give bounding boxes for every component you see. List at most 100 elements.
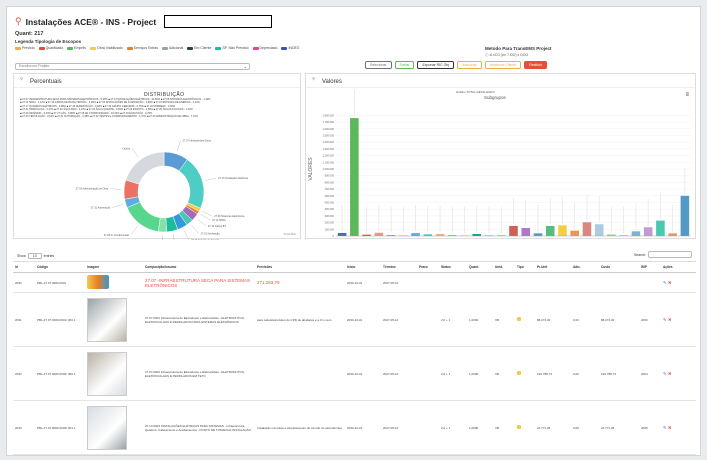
bar-y-tick-label: 600.000: [325, 194, 335, 198]
toolbar-button-4[interactable]: Adicionar Cliente: [484, 61, 522, 69]
project-select[interactable]: Escolha um Projeto ⌄: [15, 63, 250, 70]
bar[interactable]: [521, 227, 531, 236]
delete-icon[interactable]: ✖: [668, 316, 672, 322]
cell-adic: [571, 454, 599, 455]
bar[interactable]: [680, 195, 690, 236]
row-photo[interactable]: [87, 297, 127, 342]
column-header[interactable]: WIP: [639, 261, 661, 273]
donut-slice[interactable]: [178, 159, 205, 209]
bar[interactable]: [619, 235, 628, 236]
cell-desc: 27.07.0001 Infraestrutura de Eletrodutos…: [143, 292, 255, 347]
bar[interactable]: [460, 234, 469, 236]
edit-icon[interactable]: ✎: [663, 370, 667, 376]
column-header[interactable]: Tipo: [515, 261, 535, 273]
donut-slice[interactable]: [125, 151, 165, 185]
column-header[interactable]: Pr.Unit: [535, 261, 571, 273]
bar[interactable]: [484, 235, 494, 236]
table-row[interactable]: 2034PBL-27.13.0000.0001 27.13- INSTALAÇÕE…: [13, 454, 696, 455]
menu-icon[interactable]: ≡: [685, 92, 689, 98]
bar[interactable]: [582, 222, 592, 236]
legend-item: Em Cliente: [187, 46, 211, 50]
column-header[interactable]: Código: [35, 261, 85, 273]
composition-text: 27.13.0003 INSTALAÇÕES ELÉTRICAS PARA SI…: [145, 423, 251, 432]
bar[interactable]: [668, 233, 677, 236]
column-header[interactable]: Previsões: [255, 261, 345, 273]
bar[interactable]: [570, 230, 579, 236]
bar[interactable]: [631, 231, 641, 236]
bar[interactable]: [448, 235, 457, 236]
column-header[interactable]: Status: [439, 261, 467, 273]
cell-end: 2027-05-10: [381, 454, 417, 455]
cell-id: 2032: [13, 346, 35, 401]
bar-y-tick-label: 800.000: [325, 180, 335, 184]
legend-label: INDEG: [288, 46, 300, 50]
cell-punit: [535, 454, 571, 455]
bar[interactable]: [558, 225, 567, 236]
bar[interactable]: [607, 234, 616, 236]
bar[interactable]: [533, 233, 543, 236]
column-header[interactable]: Início: [345, 261, 381, 273]
delete-icon[interactable]: ✖: [668, 370, 672, 376]
column-header[interactable]: Id: [13, 261, 35, 273]
bar[interactable]: [386, 235, 396, 236]
table-search-input[interactable]: [648, 251, 692, 258]
cell-code: PBL-27.07.0000.0001: [35, 272, 85, 293]
toolbar-button-5[interactable]: Restituir: [524, 61, 548, 69]
page-length-select[interactable]: 10: [27, 253, 42, 259]
bar[interactable]: [509, 225, 518, 236]
column-header[interactable]: Imagem: [85, 261, 143, 273]
toolbar-button-1[interactable]: Salvar: [394, 61, 415, 69]
type-badge-icon: [517, 371, 521, 375]
column-header[interactable]: Término: [381, 261, 417, 273]
bar[interactable]: [399, 235, 408, 236]
cell-type: [515, 346, 535, 401]
delete-icon[interactable]: ✖: [668, 424, 672, 430]
toolbar-button-0[interactable]: Selecionar: [365, 61, 392, 69]
cell-qty: 1,0000: [467, 346, 493, 401]
table-row[interactable]: 2033 PBL-27.07.0000.0003/ 301.1 27.13.0003…: [13, 400, 696, 455]
legend-label: Previsto: [22, 46, 35, 50]
toolbar-button-3[interactable]: Adicionar: [457, 61, 482, 69]
row-photo[interactable]: [87, 405, 127, 450]
donut-slice[interactable]: [126, 201, 161, 232]
bar[interactable]: [423, 234, 433, 236]
bar[interactable]: [496, 235, 506, 236]
bar[interactable]: [337, 232, 347, 236]
cell-image: [85, 292, 143, 347]
row-photo[interactable]: [87, 351, 127, 396]
column-header[interactable]: Prazo: [417, 261, 439, 273]
column-header[interactable]: Adic.: [571, 261, 599, 273]
bar[interactable]: [435, 233, 445, 236]
bar[interactable]: [374, 232, 384, 236]
column-header[interactable]: Ações: [661, 261, 696, 273]
edit-icon[interactable]: ✎: [663, 279, 667, 285]
table-row[interactable]: 2032 PBL-27.07.0000.0002/ 300.1 27.07.0002…: [13, 346, 696, 401]
table-row[interactable]: 2030 PBL-27.07.0000.0001 27.07 -INFRAESTRU…: [13, 272, 696, 293]
prevision-text: Instalação completa e etiquetamento de a…: [257, 426, 343, 430]
bar[interactable]: [362, 234, 371, 236]
toolbar-button-2[interactable]: Exportar RIC Obj: [417, 61, 455, 69]
panel-title: Valores: [322, 79, 342, 85]
edit-icon[interactable]: ✎: [663, 424, 667, 430]
cell-prev: [255, 346, 345, 401]
method-option[interactable]: ⓘ xl.xCG (m² 7.DO) x DOG: [485, 53, 529, 57]
bar-y-tick-label: 1.000.000: [322, 167, 334, 171]
legend-swatch: [15, 46, 21, 50]
delete-icon[interactable]: ✖: [668, 279, 672, 285]
method-block: Metodo Para TransEMS Project ⓘ xl.xCG (m…: [485, 46, 552, 58]
cell-cost: 88.274,00: [599, 292, 639, 347]
column-header[interactable]: Custo: [599, 261, 639, 273]
bar[interactable]: [594, 224, 604, 236]
bar[interactable]: [656, 220, 665, 236]
bar[interactable]: [411, 233, 420, 236]
bar[interactable]: [643, 227, 653, 236]
column-header[interactable]: Composição/Insumo: [143, 261, 255, 273]
dist-legend-line: ■ 27.11 SPDA - 1,12% ■ 27.14 CABOS DE BA…: [20, 101, 200, 105]
edit-icon[interactable]: ✎: [663, 316, 667, 322]
column-header[interactable]: Unid.: [493, 261, 515, 273]
bar[interactable]: [545, 225, 555, 236]
table-row[interactable]: 2031 PBL-27.07.0000.0001/ 300.1 27.07.0001…: [13, 292, 696, 347]
column-header[interactable]: Quant.: [467, 261, 493, 273]
bar[interactable]: [350, 118, 359, 236]
bar[interactable]: [472, 233, 482, 236]
